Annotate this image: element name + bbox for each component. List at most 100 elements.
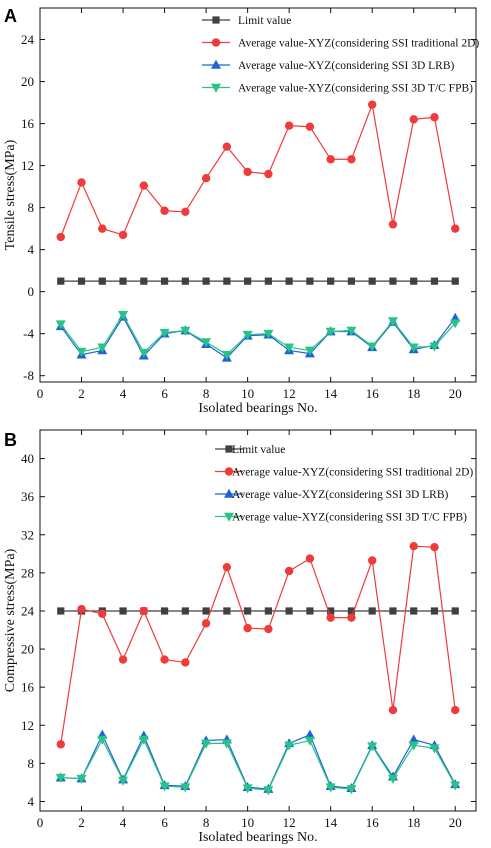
- data-point: [98, 224, 107, 233]
- legend-marker: [211, 83, 221, 93]
- data-point: [118, 655, 128, 664]
- y-tick-label: 28: [21, 565, 34, 580]
- y-tick-label: 0: [28, 284, 35, 299]
- data-point: [242, 330, 253, 340]
- y-tick-label: 20: [21, 74, 34, 89]
- series-lrb: [55, 311, 461, 362]
- y-tick-label: -8: [23, 368, 34, 383]
- x-tick-label: 14: [324, 386, 338, 401]
- y-axis-title: Compressive stress(MPa): [3, 548, 18, 692]
- data-point: [347, 155, 356, 164]
- data-point: [242, 784, 253, 794]
- legend-label: Average value-XYZ(considering SSI 3D T/C…: [232, 512, 467, 524]
- data-point: [263, 786, 274, 796]
- y-tick-label: 4: [28, 242, 35, 257]
- data-point: [77, 178, 86, 187]
- legend: Limit value Average value-XYZ(considering…: [202, 15, 479, 95]
- x-tick-label: 18: [407, 386, 420, 401]
- data-point: [139, 606, 149, 616]
- y-tick-label: 16: [21, 680, 35, 695]
- data-point: [306, 277, 314, 285]
- data-point: [221, 739, 232, 749]
- series-lrb: [55, 729, 461, 793]
- data-point: [451, 705, 460, 715]
- data-point: [346, 326, 357, 336]
- data-point: [367, 556, 377, 565]
- data-point: [387, 774, 398, 784]
- x-axis-title: Isolated bearings No.: [198, 401, 317, 416]
- data-point: [181, 207, 190, 217]
- y-tick-label: 32: [21, 527, 34, 542]
- data-point: [409, 115, 418, 124]
- data-point: [160, 206, 169, 215]
- data-point: [221, 350, 232, 360]
- series-tcfpb: [55, 735, 461, 796]
- x-tick-label: 10: [241, 815, 254, 830]
- data-point: [222, 142, 232, 151]
- y-tick-label: 16: [21, 116, 35, 131]
- data-point: [410, 277, 418, 285]
- data-point: [244, 277, 252, 285]
- data-point: [410, 607, 418, 615]
- data-point: [118, 230, 128, 240]
- legend-marker: [212, 16, 220, 24]
- data-point: [264, 169, 273, 179]
- data-point: [368, 277, 376, 285]
- chart-panel-a: A0 2 4 6 8 10 12 14 16 18 20-8-404812162024Isolate…: [3, 6, 479, 416]
- x-tick-label: 12: [283, 386, 296, 401]
- x-tick-label: 2: [78, 815, 85, 830]
- data-point: [119, 607, 127, 615]
- data-point: [429, 744, 440, 754]
- data-point: [304, 736, 315, 746]
- data-point: [450, 319, 461, 329]
- y-tick-label: 20: [21, 642, 34, 657]
- y-tick-label: 12: [21, 158, 34, 173]
- legend-label: Limit value: [232, 444, 285, 456]
- data-point: [408, 741, 419, 751]
- data-point: [222, 562, 232, 572]
- y-tick-label: -4: [23, 326, 34, 341]
- legend-label: Average value-XYZ(considering SSI tradit…: [238, 38, 479, 50]
- data-point: [119, 277, 127, 285]
- legend-label: Average value-XYZ(considering SSI 3D LRB…: [232, 489, 448, 501]
- series-line: [60, 102, 456, 238]
- data-point: [57, 277, 65, 285]
- x-tick-label: 6: [161, 386, 168, 401]
- data-point: [389, 607, 397, 615]
- data-point: [450, 781, 461, 791]
- y-tick-label: 8: [28, 756, 35, 771]
- series-trad2d: [56, 542, 460, 749]
- data-point: [409, 542, 418, 551]
- data-point: [368, 607, 376, 615]
- data-point: [139, 181, 149, 190]
- data-point: [76, 347, 87, 357]
- data-point: [118, 310, 129, 320]
- plot-frame: [39, 7, 477, 383]
- chart-panel-b: B0 2 4 6 8 10 12 14 16 18 20481216202428323640Isol…: [3, 429, 477, 845]
- series-limit: [57, 607, 459, 615]
- data-point: [326, 155, 335, 164]
- data-point: [326, 613, 335, 622]
- data-point: [387, 317, 398, 327]
- data-point: [97, 735, 108, 745]
- data-point: [346, 785, 357, 795]
- data-point: [285, 277, 293, 285]
- data-point: [201, 619, 211, 628]
- data-point: [284, 566, 294, 576]
- data-point: [367, 100, 377, 109]
- data-point: [367, 342, 378, 352]
- data-point: [430, 542, 439, 552]
- data-point: [367, 742, 378, 752]
- data-point: [55, 320, 66, 330]
- data-point: [159, 328, 170, 338]
- y-tick-label: 40: [21, 451, 34, 466]
- legend-marker: [211, 38, 221, 47]
- data-point: [138, 735, 149, 745]
- data-point: [97, 343, 108, 353]
- x-tick-label: 14: [324, 815, 338, 830]
- data-point: [98, 609, 107, 619]
- data-point: [306, 607, 314, 615]
- data-point: [118, 776, 129, 786]
- data-point: [325, 783, 336, 793]
